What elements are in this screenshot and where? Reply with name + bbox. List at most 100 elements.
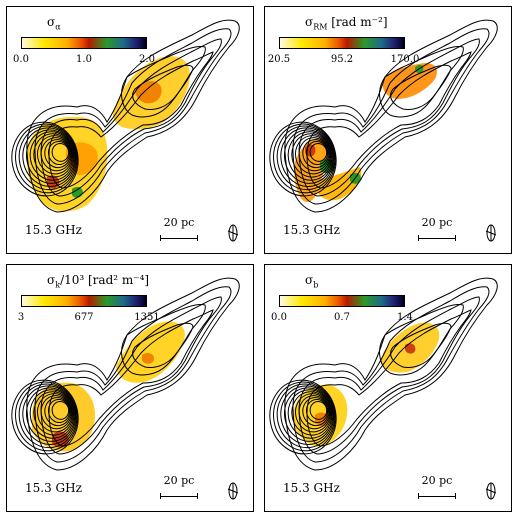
colorbar-tick-label: 0.0 bbox=[13, 54, 29, 65]
core-contour bbox=[15, 123, 78, 194]
colorbar-tick-label: 1.4 bbox=[397, 312, 413, 323]
core-contour bbox=[51, 400, 70, 420]
colorbar-title: σα bbox=[47, 15, 61, 32]
panel-sigma-alpha: σα 0.0 1.0 2.0 15.3 GHz 20 pc bbox=[6, 6, 254, 254]
jet-contour bbox=[284, 277, 498, 471]
jet-contour bbox=[298, 38, 480, 197]
core-contour bbox=[294, 393, 331, 433]
core-contour bbox=[294, 135, 331, 175]
colorbar-tick-label: 20.5 bbox=[267, 54, 291, 65]
jet-contour bbox=[284, 19, 498, 213]
panel-sigma-k: σk/10³ [rad² m⁻⁴] 3 677 1351 15.3 GHz 20 pc bbox=[6, 264, 254, 512]
jet-contour bbox=[34, 286, 232, 463]
colorbar bbox=[279, 37, 405, 49]
contour-map bbox=[269, 277, 498, 500]
colorbar-title: σk/10³ [rad² m⁻⁴] bbox=[47, 273, 150, 290]
scale-bar-label: 20 pc bbox=[163, 216, 195, 229]
colorbar-tick-label: 2.0 bbox=[139, 54, 155, 65]
core-contour bbox=[33, 133, 74, 178]
color-region bbox=[315, 167, 362, 201]
scale-bar bbox=[160, 235, 198, 241]
core-contour bbox=[302, 397, 329, 427]
core-contour bbox=[273, 123, 336, 194]
core-contour bbox=[273, 381, 336, 452]
core-contour bbox=[309, 400, 328, 420]
scale-bar bbox=[160, 493, 198, 499]
core-contour bbox=[276, 125, 335, 191]
jet-contour bbox=[48, 309, 214, 447]
core-contour bbox=[269, 379, 337, 455]
core-contour bbox=[29, 389, 75, 439]
contour-map bbox=[11, 19, 240, 242]
core-contour bbox=[26, 129, 76, 184]
core-contour bbox=[40, 395, 72, 430]
core-contour bbox=[15, 381, 78, 452]
core-contour bbox=[284, 129, 334, 184]
core-contour bbox=[29, 131, 75, 181]
jet-contour bbox=[132, 322, 194, 368]
core-contour bbox=[51, 142, 70, 162]
jet-contour bbox=[390, 64, 452, 110]
core-contour bbox=[36, 393, 73, 433]
core-contour bbox=[18, 383, 77, 449]
jet-contour bbox=[48, 51, 214, 189]
colorbar bbox=[279, 295, 405, 307]
jet-contour bbox=[292, 28, 490, 205]
core-contour bbox=[284, 387, 334, 442]
core-contour bbox=[22, 127, 77, 187]
panel-sigma-rm: σRM [rad m⁻²] 20.5 95.2 170.0 15.3 GHz 20 pc bbox=[264, 6, 512, 254]
scale-bar-label: 20 pc bbox=[421, 216, 453, 229]
core-contour bbox=[302, 139, 329, 169]
colorbar-tick-label: 1.0 bbox=[76, 54, 92, 65]
core-contour bbox=[11, 379, 79, 455]
jet-contour bbox=[390, 322, 452, 368]
jet-contour bbox=[26, 277, 240, 471]
colorbar bbox=[21, 295, 147, 307]
core-contour bbox=[291, 133, 332, 178]
frequency-label: 15.3 GHz bbox=[283, 223, 340, 237]
colorbar-tick-label: 95.2 bbox=[330, 54, 354, 65]
contour-map bbox=[11, 277, 240, 500]
core-contour bbox=[287, 389, 333, 439]
frequency-label: 15.3 GHz bbox=[283, 481, 340, 495]
core-contour bbox=[26, 387, 76, 442]
jet-contour bbox=[26, 19, 240, 213]
scale-bar-label: 20 pc bbox=[421, 474, 453, 487]
colorbar-tick-label: 0.7 bbox=[334, 312, 350, 323]
scale-bar bbox=[418, 493, 456, 499]
frequency-label: 15.3 GHz bbox=[25, 223, 82, 237]
core-contour bbox=[18, 125, 77, 191]
colorbar-tick-label: 0.0 bbox=[271, 312, 287, 323]
jet-contour bbox=[34, 28, 232, 205]
core-contour bbox=[44, 397, 71, 427]
colorbar-tick-label: 1351 bbox=[134, 312, 160, 323]
core-contour bbox=[305, 399, 329, 423]
core-contour bbox=[47, 141, 71, 165]
panel-sigma-b: σb 0.0 0.7 1.4 15.3 GHz 20 pc bbox=[264, 264, 512, 512]
jet-contour bbox=[298, 296, 480, 455]
jet-contour bbox=[40, 296, 222, 455]
core-contour bbox=[36, 135, 73, 175]
core-contour bbox=[305, 141, 329, 165]
jet-contour bbox=[40, 38, 222, 197]
core-contour bbox=[11, 121, 79, 197]
core-contour bbox=[33, 391, 74, 436]
core-contour bbox=[269, 121, 337, 197]
core-contour bbox=[22, 385, 77, 445]
core-contour bbox=[298, 137, 330, 172]
jet-contour bbox=[132, 64, 194, 110]
core-contour bbox=[44, 139, 71, 169]
frequency-label: 15.3 GHz bbox=[25, 481, 82, 495]
color-region bbox=[142, 352, 155, 364]
core-contour bbox=[280, 127, 335, 187]
colorbar bbox=[21, 37, 147, 49]
colorbar-title: σb bbox=[305, 273, 319, 290]
color-region bbox=[135, 81, 162, 104]
jet-contour bbox=[306, 51, 472, 189]
color-region bbox=[116, 321, 185, 383]
core-contour bbox=[309, 142, 328, 162]
core-contour bbox=[40, 137, 72, 172]
core-contour bbox=[280, 385, 335, 445]
core-contour bbox=[291, 391, 332, 436]
colorbar-tick-label: 170.0 bbox=[390, 54, 420, 65]
